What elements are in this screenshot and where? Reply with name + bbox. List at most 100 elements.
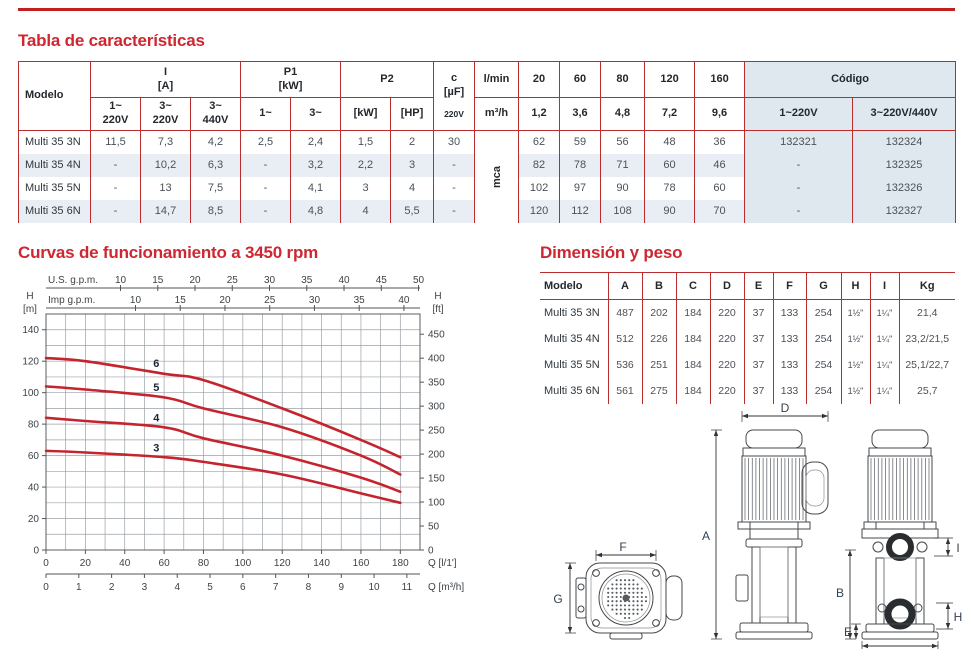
dim-label-d: D — [781, 401, 790, 415]
head-cell: 112 — [559, 199, 602, 223]
char-table-row: Multi 35 4N -10,2 6,3-3,2 2,2 3-82 78 71 60 46-1… — [18, 153, 957, 177]
dim-value-cell: 1¼" — [869, 299, 900, 326]
svg-text:40: 40 — [338, 275, 350, 286]
dim-col-header-i: I — [869, 272, 900, 300]
svg-text:30: 30 — [309, 295, 321, 306]
dim-value-cell: 512 — [607, 325, 643, 352]
head-cell: 59 — [559, 130, 602, 154]
dim-value-cell: 1½" — [840, 351, 871, 378]
svg-text:140: 140 — [313, 558, 330, 569]
dim-value-cell: 133 — [772, 325, 807, 352]
sub-3-440: 3~ 440V — [190, 97, 241, 131]
electrical-cell: 4,1 — [289, 176, 342, 200]
svg-text:10: 10 — [115, 275, 127, 286]
pump-side-view — [735, 429, 829, 640]
svg-text:300: 300 — [428, 402, 445, 413]
dimensions-title: Dimensión y peso — [540, 243, 683, 262]
dim-value-cell: 226 — [641, 325, 677, 352]
svg-text:100: 100 — [234, 558, 251, 569]
dim-value-cell: 220 — [709, 299, 745, 326]
dim-col-header-d: D — [709, 272, 745, 300]
dim-table-row: Multi 35 6N 561 275 184 220 37 133 254 1½" 1¼" 25,… — [540, 377, 955, 404]
dim-table-row: Multi 35 5N 536 251 184 220 37 133 254 1½" 1¼" 25,… — [540, 351, 955, 378]
svg-text:35: 35 — [301, 275, 313, 286]
svg-text:150: 150 — [428, 474, 445, 485]
flow-m3h-3: 4,8 — [600, 97, 646, 131]
dim-value-cell: 220 — [709, 351, 745, 378]
electrical-cell: 6,3 — [190, 153, 241, 177]
codigo-cell: 132327 — [852, 199, 957, 223]
electrical-cell: 4,2 — [190, 130, 241, 154]
svg-text:20: 20 — [189, 275, 201, 286]
sub-p2-kw: [kW] — [340, 97, 392, 131]
dim-value-cell: 202 — [641, 299, 677, 326]
svg-text:0: 0 — [33, 546, 39, 557]
head-cell: 102 — [518, 176, 561, 200]
electrical-cell: 30 — [433, 130, 476, 154]
svg-text:160: 160 — [353, 558, 370, 569]
flow-lmin-160: 160 — [694, 61, 746, 98]
flow-m3h-5: 9,6 — [694, 97, 746, 131]
svg-text:200: 200 — [428, 450, 445, 461]
dimensions-table: Modelo A B C D E F G H I Kg Multi 35 3N 487 202 184 22… — [540, 272, 955, 404]
svg-text:15: 15 — [152, 275, 164, 286]
svg-text:100: 100 — [428, 498, 445, 509]
col-header-m3h: m³/h — [474, 97, 520, 131]
head-cell: 78 — [644, 176, 696, 200]
svg-text:3: 3 — [142, 582, 148, 593]
flow-lmin-20: 20 — [518, 61, 561, 98]
electrical-cell: 8,5 — [190, 199, 241, 223]
dim-value-cell: 37 — [743, 351, 774, 378]
col-header-p2: P2 — [340, 61, 435, 98]
electrical-cell: 2,4 — [289, 130, 342, 154]
codigo-1-220: 1~220V — [744, 97, 854, 131]
electrical-cell: 14,7 — [140, 199, 191, 223]
svg-text:30: 30 — [264, 275, 276, 286]
svg-text:[ft]: [ft] — [432, 304, 443, 315]
dim-value-cell: 1½" — [840, 299, 871, 326]
svg-text:40: 40 — [28, 483, 40, 494]
codigo-cell: 132325 — [852, 153, 957, 177]
svg-text:25: 25 — [264, 295, 276, 306]
dim-value-cell: 275 — [641, 377, 677, 404]
discharge-port — [884, 598, 916, 630]
dim-value-cell: 254 — [805, 299, 842, 326]
dim-value-cell: 184 — [675, 325, 711, 352]
svg-text:1: 1 — [76, 582, 82, 593]
dim-value-cell: 254 — [805, 351, 842, 378]
sub-3-220: 3~ 220V — [140, 97, 191, 131]
codigo-3-220-440: 3~220V/440V — [852, 97, 957, 131]
svg-text:80: 80 — [198, 558, 210, 569]
svg-text:Q [m³/h]: Q [m³/h] — [428, 582, 464, 593]
dim-label-g: G — [553, 592, 562, 606]
dim-value-cell: 184 — [675, 351, 711, 378]
electrical-cell: - — [90, 153, 141, 177]
dim-col-header-kg: Kg — [898, 272, 955, 300]
dim-value-cell: 1¼" — [869, 325, 900, 352]
svg-text:35: 35 — [354, 295, 366, 306]
svg-text:45: 45 — [376, 275, 388, 286]
electrical-cell: 3 — [390, 153, 435, 177]
electrical-cell: - — [433, 176, 476, 200]
char-table-row: Multi 35 6N -14,7 8,5-4,8 4 5,5-120 112 108 90 7… — [18, 199, 957, 223]
dim-col-header-e: E — [743, 272, 774, 300]
char-table-row: Multi 35 5N -13 7,5-4,1 3 4-102 97 90 78 60-1323… — [18, 176, 957, 200]
flow-lmin-80: 80 — [600, 61, 646, 98]
head-cell: 36 — [694, 130, 746, 154]
head-cell: 60 — [694, 176, 746, 200]
dim-value-cell: 184 — [675, 299, 711, 326]
svg-text:4: 4 — [174, 582, 180, 593]
electrical-cell: - — [433, 199, 476, 223]
electrical-cell: - — [240, 199, 291, 223]
electrical-cell: 7,3 — [140, 130, 191, 154]
electrical-cell: 2 — [390, 130, 435, 154]
svg-text:400: 400 — [428, 354, 445, 365]
electrical-cell: 11,5 — [90, 130, 141, 154]
top-rule — [18, 8, 955, 11]
svg-text:350: 350 — [428, 378, 445, 389]
electrical-cell: 3 — [340, 176, 392, 200]
performance-curves-chart: 10 15 20 25 30 35 40 45 50U.S. g.p.m.10 15 20 25 30 3… — [22, 275, 464, 593]
codigo-cell: 132324 — [852, 130, 957, 154]
head-cell: 90 — [600, 176, 646, 200]
svg-text:140: 140 — [22, 325, 39, 336]
